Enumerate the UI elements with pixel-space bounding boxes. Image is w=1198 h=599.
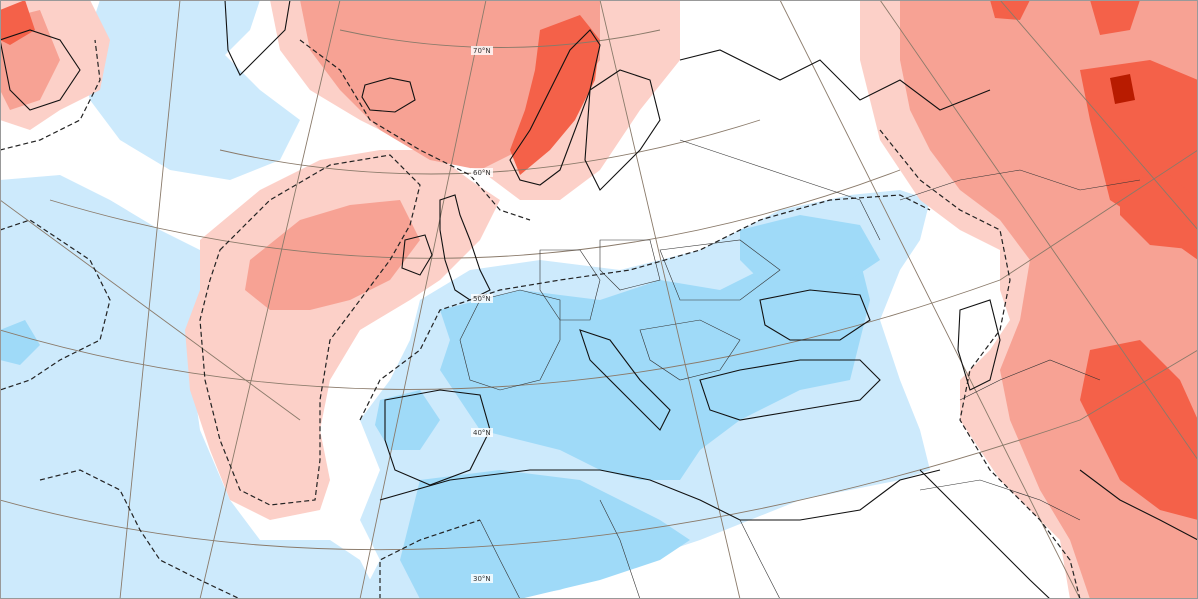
coast-sweden-finland — [584, 69, 661, 191]
border-france — [459, 289, 561, 391]
latitude-labels: 70°N 60°N 50°N 40°N 30°N — [471, 46, 493, 583]
latitude-label-30: 30°N — [473, 575, 491, 583]
latitude-label-50: 50°N — [473, 295, 491, 303]
meridian-5 — [779, 0, 1081, 599]
meridian-2 — [199, 0, 341, 599]
zero-contour-canada — [0, 39, 101, 151]
border-russia-west — [679, 139, 881, 241]
positive-anomaly-russia-darkred — [1110, 74, 1135, 104]
zero-contour-east — [879, 129, 1081, 599]
border-balkans — [639, 319, 741, 381]
latitude-label-40: 40°N — [473, 429, 491, 437]
border-ukraine — [659, 239, 781, 301]
zero-contours — [0, 39, 1081, 599]
zero-contour-med — [359, 194, 931, 421]
border-africa-1 — [479, 519, 521, 599]
negative-anomaly-iberia-patch — [375, 390, 440, 450]
coast-norway — [509, 29, 601, 186]
positive-anomaly-atlantic-core — [245, 200, 420, 310]
border-iran — [959, 359, 1101, 401]
meridian-8 — [0, 199, 301, 421]
coast-north-africa — [379, 469, 941, 521]
zero-contour-south — [39, 469, 241, 599]
coast-arctic-russia — [679, 49, 991, 111]
negative-anomaly-east-med — [740, 215, 880, 290]
coast-italy — [579, 329, 671, 431]
meridian-7 — [999, 0, 1198, 231]
coast-iberia — [384, 389, 491, 486]
coast-greece-turkey — [699, 359, 881, 421]
negative-anomaly-north-atlantic — [80, 0, 300, 180]
coast-canada — [0, 29, 81, 111]
zero-contour-africa — [379, 519, 481, 599]
positive-anomaly-iran-red — [1080, 340, 1198, 520]
meridian-1 — [119, 0, 181, 599]
coast-iceland — [361, 77, 416, 113]
positive-anomaly-east-red-2 — [1120, 175, 1198, 250]
coast-britain — [439, 194, 491, 301]
latitude-30 — [0, 349, 1198, 551]
zero-contour-north — [299, 39, 531, 221]
negative-anomaly-core-west — [440, 250, 870, 480]
negative-anomaly-core-south — [400, 470, 690, 599]
negative-anomaly-greenland — [130, 0, 260, 70]
latitude-50 — [49, 169, 901, 259]
latitude-label-70: 70°N — [473, 47, 491, 55]
positive-anomaly-arctic-red — [0, 0, 1140, 45]
border-poland — [599, 239, 661, 291]
border-germany — [539, 249, 601, 321]
coast-red-sea — [919, 469, 1051, 599]
zero-contour-atlantic-tongue — [199, 154, 421, 506]
coast-persian-gulf — [1079, 469, 1198, 541]
positive-anomaly-atlantic-tongue — [185, 150, 500, 520]
border-africa-3 — [739, 519, 781, 599]
zero-contour-west-atlantic — [0, 219, 111, 391]
negative-anomaly-far-west — [0, 320, 40, 365]
latitude-label-60: 60°N — [473, 169, 491, 177]
coast-greenland — [224, 0, 291, 76]
coast-ireland — [401, 234, 433, 276]
meridian-6 — [879, 0, 1198, 461]
positive-anomaly-scandinavia-red — [510, 15, 600, 175]
border-kazakhstan — [899, 169, 1141, 201]
latitude-70 — [339, 29, 661, 48]
border-africa-2 — [599, 499, 641, 599]
coast-black-sea — [759, 289, 871, 341]
coast-caspian — [957, 299, 1001, 391]
meridian-4 — [599, 0, 741, 599]
